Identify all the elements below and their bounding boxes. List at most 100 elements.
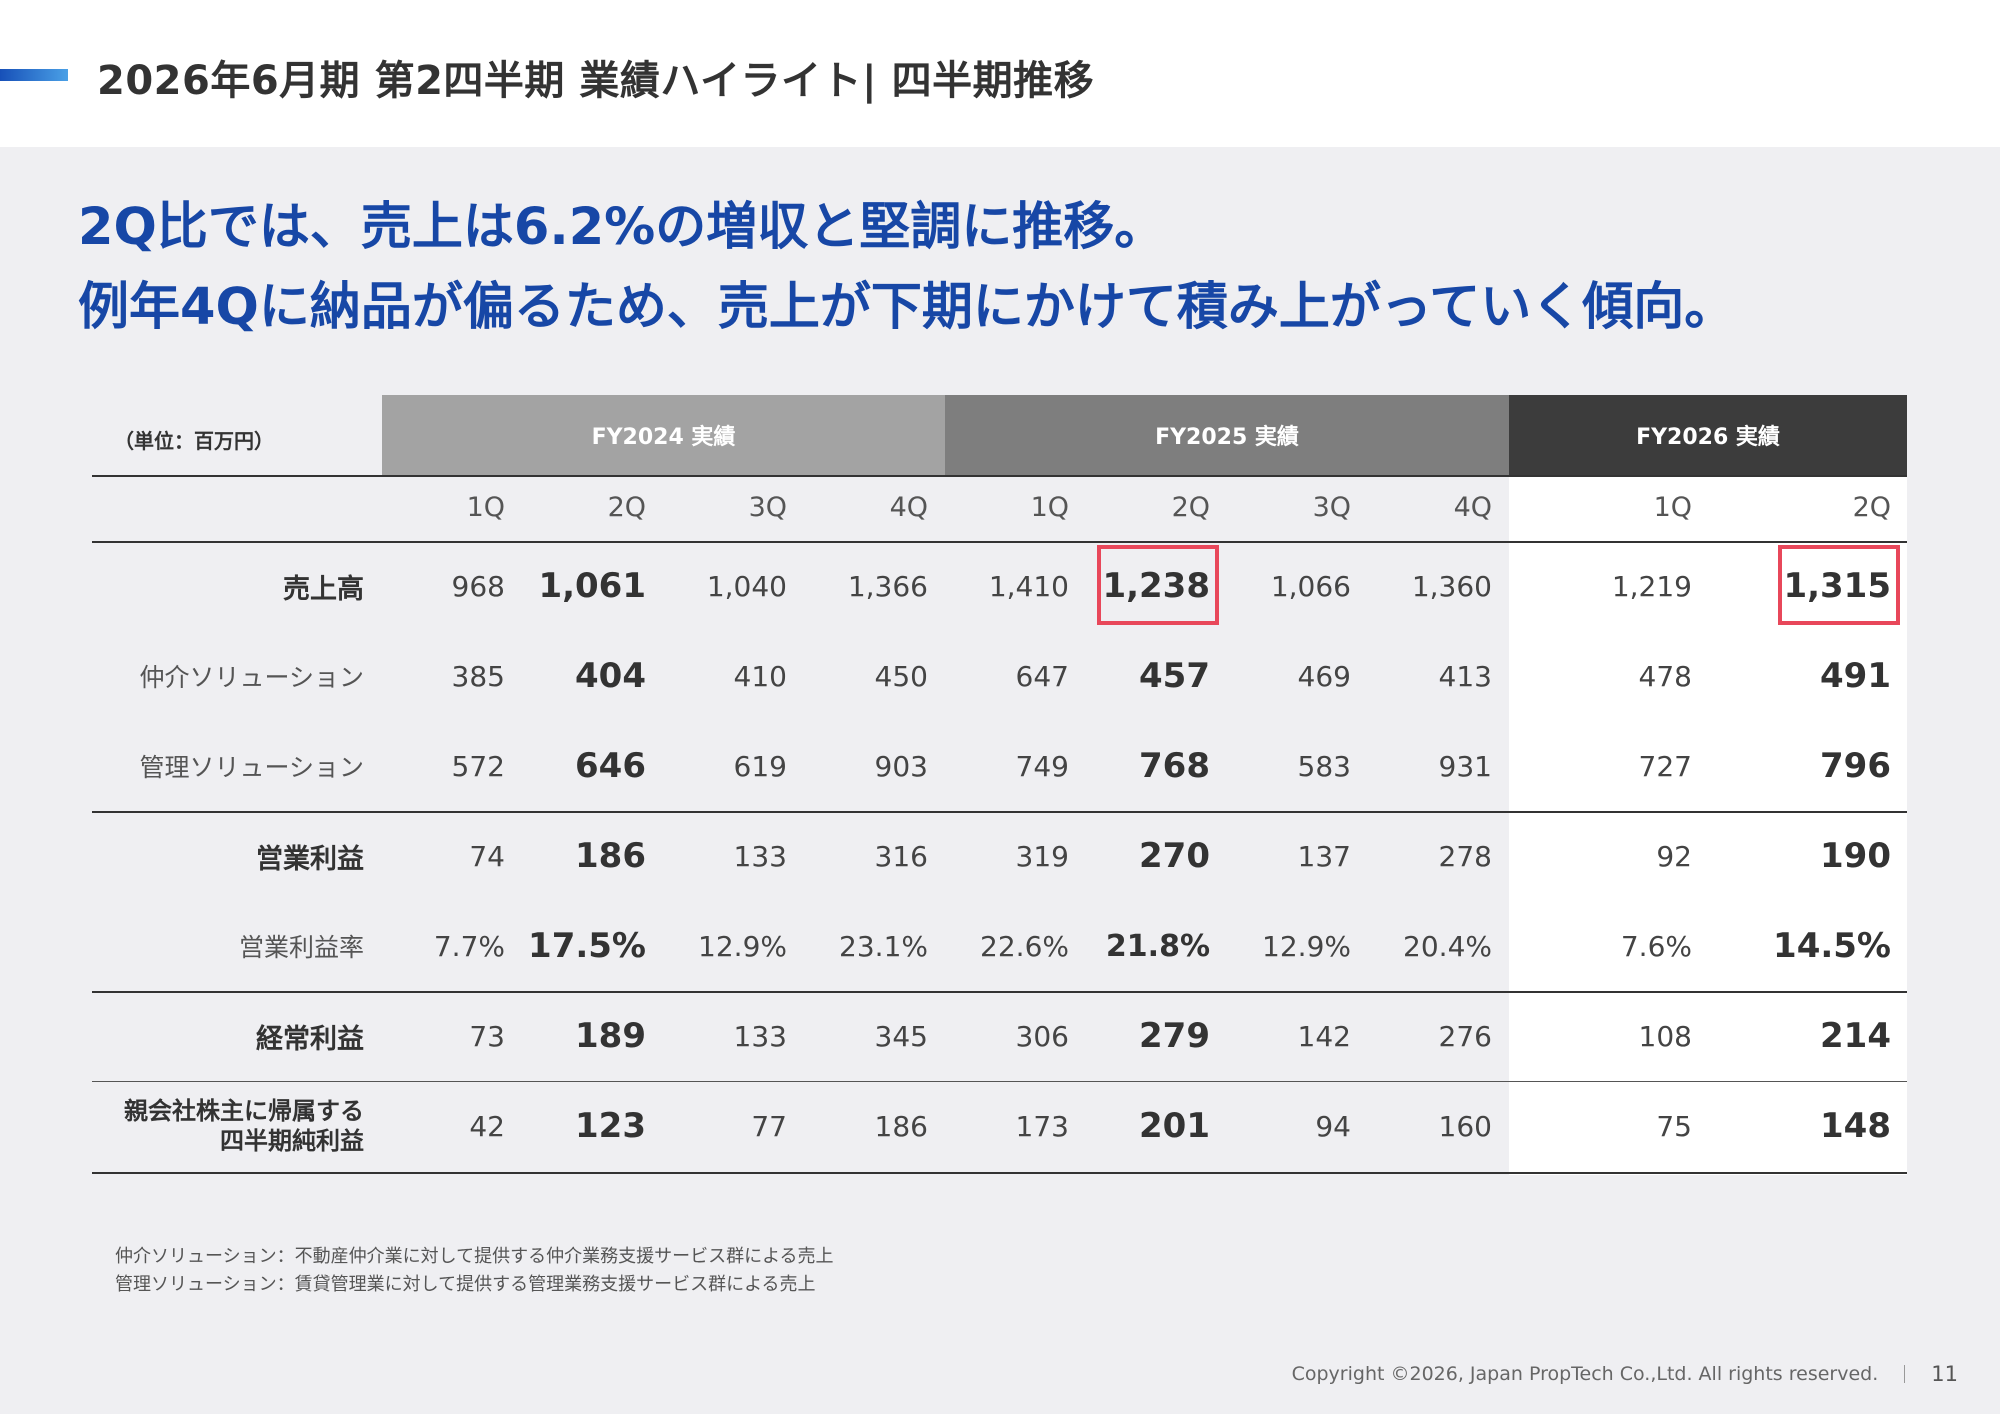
table-cell: 12.9% (698, 929, 787, 963)
table-cell: 1,219 (1611, 569, 1692, 603)
footer-divider (1904, 1365, 1906, 1383)
quarter-header: 4Q (1453, 491, 1492, 523)
table-cell: 410 (733, 659, 787, 693)
table-cell: 189 (575, 1016, 646, 1056)
table-cell: 478 (1638, 659, 1692, 693)
table-cell: 276 (1438, 1019, 1492, 1053)
table-cell: 316 (874, 839, 928, 873)
table-cell: 186 (575, 836, 646, 876)
table-cell: 160 (1438, 1109, 1492, 1143)
table-cell: 646 (575, 746, 646, 786)
table-cell: 1,061 (538, 566, 646, 606)
table-cell: 77 (751, 1109, 787, 1143)
page-number: 11 (1931, 1362, 1958, 1386)
row-label: 営業利益率 (238, 933, 364, 962)
table-cell: 306 (1015, 1019, 1069, 1053)
table-cell: 796 (1820, 746, 1891, 786)
table-cell: 450 (874, 659, 928, 693)
group-header-fy2026: FY2026 実績 (1509, 395, 1907, 475)
table-cell: 619 (733, 749, 787, 783)
table-cell: 404 (575, 656, 646, 696)
headline: 2Q比では、売上は6.2%の増収と堅調に推移。 例年4Qに納品が偏るため、売上が… (78, 188, 1735, 348)
table-cell: 75 (1656, 1109, 1692, 1143)
table-cell: 74 (469, 839, 505, 873)
table-cell: 73 (469, 1019, 505, 1053)
table-cell: 14.5% (1773, 926, 1891, 966)
quarter-header: 2Q (1171, 491, 1210, 523)
row-label: 仲介ソリューション (139, 663, 364, 692)
unit-label: （単位：百万円） (114, 429, 274, 453)
footnote-brokerage: 仲介ソリューション：不動産仲介業に対して提供する仲介業務支援サービス群による売上 (115, 1246, 834, 1267)
slide-title: 2026年6月期 第2四半期 業績ハイライト| 四半期推移 (97, 58, 1095, 104)
table-cell: 319 (1015, 839, 1069, 873)
row-label-line-2: 四半期純利益 (220, 1127, 364, 1155)
quarter-header: 3Q (1312, 491, 1351, 523)
fy2026-column-background (1509, 475, 1907, 1175)
highlight-box-fy2025-2q (1097, 545, 1219, 625)
group-header-fy2025: FY2025 実績 (945, 395, 1509, 475)
table-row-ordinary-profit: 経常利益 73 189 133 345 306 279 142 276 108 … (92, 991, 1907, 1081)
table-row-revenue: 売上高 968 1,061 1,040 1,366 1,410 1,238 1,… (92, 541, 1907, 631)
quarter-header: 1Q (1030, 491, 1069, 523)
slide-header: 2026年6月期 第2四半期 業績ハイライト| 四半期推移 (0, 0, 2000, 147)
table-cell: 278 (1438, 839, 1492, 873)
table-cell: 133 (733, 1019, 787, 1053)
table-cell: 148 (1820, 1106, 1891, 1146)
quarterly-results-table: （単位：百万円） FY2024 実績 FY2025 実績 FY2026 実績 1… (92, 395, 1907, 1175)
section-rule (92, 811, 1907, 813)
table-cell: 12.9% (1262, 929, 1351, 963)
table-row-operating-margin: 営業利益率 7.7% 17.5% 12.9% 23.1% 22.6% 21.8%… (92, 901, 1907, 991)
header-rule (92, 475, 1907, 477)
table-cell: 270 (1139, 836, 1210, 876)
copyright-text: Copyright ©2026, Japan PropTech Co.,Ltd.… (1291, 1363, 1879, 1385)
quarter-rule (92, 541, 1907, 543)
table-cell: 214 (1820, 1016, 1891, 1056)
table-cell: 1,410 (988, 569, 1069, 603)
headline-line-2: 例年4Qに納品が偏るため、売上が下期にかけて積み上がっていく傾向。 (78, 278, 1736, 337)
row-label: 経常利益 (256, 1023, 364, 1055)
table-cell: 1,238 (1102, 566, 1210, 606)
section-rule (92, 991, 1907, 993)
table-cell: 903 (874, 749, 928, 783)
table-cell: 647 (1015, 659, 1069, 693)
table-cell: 137 (1297, 839, 1351, 873)
table-cell: 201 (1139, 1106, 1210, 1146)
table-cell: 22.6% (980, 929, 1069, 963)
table-cell: 1,066 (1270, 569, 1351, 603)
quarter-header: 3Q (748, 491, 787, 523)
table-cell: 23.1% (839, 929, 928, 963)
table-cell: 17.5% (528, 926, 646, 966)
slide-footer: Copyright ©2026, Japan PropTech Co.,Ltd.… (1292, 1362, 1958, 1386)
quarter-header: 1Q (466, 491, 505, 523)
footnote-management: 管理ソリューション：賃貸管理業に対して提供する管理業務支援サービス群による売上 (115, 1274, 816, 1295)
table-cell: 92 (1656, 839, 1692, 873)
table-cell: 186 (874, 1109, 928, 1143)
table-cell: 413 (1438, 659, 1492, 693)
table-cell: 7.6% (1620, 929, 1692, 963)
quarter-header: 2Q (607, 491, 646, 523)
quarter-header-row: 1Q 2Q 3Q 4Q 1Q 2Q 3Q 4Q 1Q 2Q (92, 477, 1907, 537)
row-label: 営業利益 (256, 843, 364, 875)
row-label-line-1: 親会社株主に帰属する (124, 1097, 364, 1125)
table-cell: 727 (1638, 749, 1692, 783)
table-cell: 345 (874, 1019, 928, 1053)
row-label: 売上高 (283, 573, 364, 605)
table-row-brokerage-solution: 仲介ソリューション 385 404 410 450 647 457 469 41… (92, 631, 1907, 721)
table-cell: 108 (1638, 1019, 1692, 1053)
table-cell: 142 (1297, 1019, 1351, 1053)
row-label: 親会社株主に帰属する 四半期純利益 (92, 1081, 364, 1171)
group-header-fy2024: FY2024 実績 (382, 395, 945, 475)
table-cell: 1,366 (847, 569, 928, 603)
table-cell: 190 (1820, 836, 1891, 876)
table-row-operating-profit: 営業利益 74 186 133 316 319 270 137 278 92 1… (92, 811, 1907, 901)
table-row-net-income: 親会社株主に帰属する 四半期純利益 42 123 77 186 173 201 … (92, 1081, 1907, 1171)
footnotes: 仲介ソリューション：不動産仲介業に対して提供する仲介業務支援サービス群による売上… (115, 1243, 834, 1299)
table-row-management-solution: 管理ソリューション 572 646 619 903 749 768 583 93… (92, 721, 1907, 811)
quarter-header: 4Q (889, 491, 928, 523)
table-cell: 931 (1438, 749, 1492, 783)
table-cell: 21.8% (1105, 928, 1210, 964)
table-cell: 457 (1139, 656, 1210, 696)
table-cell: 173 (1015, 1109, 1069, 1143)
table-cell: 385 (451, 659, 505, 693)
header-accent-bar (0, 69, 68, 81)
